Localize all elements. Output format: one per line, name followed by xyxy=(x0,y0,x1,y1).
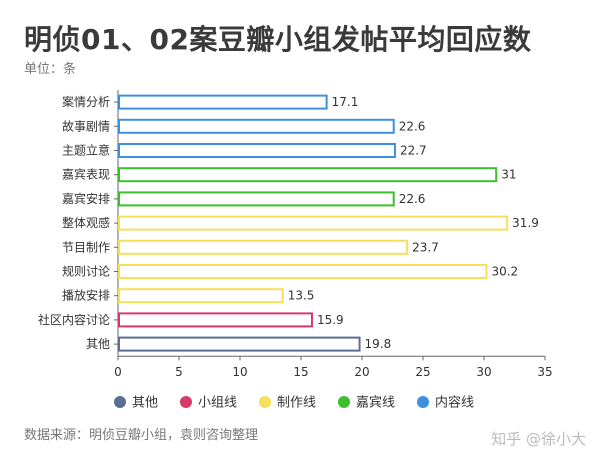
y-tick-label: 规则讨论 xyxy=(62,264,110,279)
y-tick-label: 节目制作 xyxy=(62,240,110,254)
bar-value-label: 30.2 xyxy=(491,265,518,279)
bar xyxy=(118,191,395,207)
bar-value-label: 22.7 xyxy=(400,144,427,158)
legend-marker xyxy=(417,396,429,408)
bar xyxy=(118,94,328,110)
x-tick-label: 30 xyxy=(476,365,491,379)
legend-label: 小组线 xyxy=(198,396,237,411)
legend-label: 制作线 xyxy=(277,396,316,411)
bar xyxy=(118,312,313,328)
bar-value-label: 15.9 xyxy=(317,313,344,327)
x-tick-label: 15 xyxy=(293,365,308,379)
legend-label: 内容线 xyxy=(435,395,474,411)
y-tick-label: 社区内容讨论 xyxy=(38,312,110,327)
source-note: 数据来源：明侦豆瓣小组，袁则咨询整理 xyxy=(24,428,259,443)
bar xyxy=(118,264,488,279)
legend-marker xyxy=(114,396,126,408)
y-tick-label: 嘉宾表现 xyxy=(62,167,110,182)
bar-value-label: 13.5 xyxy=(288,289,315,303)
x-tick-label: 10 xyxy=(232,365,247,379)
bar-value-label: 22.6 xyxy=(399,192,426,206)
y-tick-label: 其他 xyxy=(86,337,110,351)
y-tick-label: 播放安排 xyxy=(62,288,110,303)
x-tick-label: 0 xyxy=(114,365,122,379)
x-tick-label: 20 xyxy=(354,365,369,379)
x-tick-label: 5 xyxy=(175,365,183,379)
legend-marker xyxy=(338,396,350,408)
bar xyxy=(118,239,409,255)
bar-value-label: 22.6 xyxy=(399,119,426,133)
watermark: 知乎 @徐小大 xyxy=(491,430,586,448)
y-tick-label: 故事剧情 xyxy=(62,118,110,133)
x-tick-label: 25 xyxy=(415,365,430,379)
bar-value-label: 17.1 xyxy=(332,95,359,109)
bar xyxy=(118,143,396,158)
y-tick-label: 嘉宾安排 xyxy=(62,191,110,206)
legend-label: 其他 xyxy=(132,396,158,411)
bar xyxy=(118,288,284,304)
legend-label: 嘉宾线 xyxy=(356,395,395,411)
x-tick-label: 35 xyxy=(537,365,552,379)
bar xyxy=(118,167,498,183)
bar xyxy=(118,215,509,231)
unit-label: 单位：条 xyxy=(24,62,77,77)
bar-value-label: 31 xyxy=(501,168,516,182)
legend-marker xyxy=(259,396,271,408)
chart-title: 明侦01、02案豆瓣小组发帖平均回应数 xyxy=(24,23,532,56)
bar xyxy=(118,118,395,134)
y-tick-label: 主题立意 xyxy=(62,143,110,158)
legend-marker xyxy=(180,396,192,408)
bar-value-label: 23.7 xyxy=(412,240,439,254)
y-tick-label: 案情分析 xyxy=(62,94,110,109)
y-tick-label: 整体观感 xyxy=(62,215,110,230)
bar xyxy=(118,336,361,352)
bar-value-label: 19.8 xyxy=(365,337,392,351)
bar-value-label: 31.9 xyxy=(512,216,539,230)
